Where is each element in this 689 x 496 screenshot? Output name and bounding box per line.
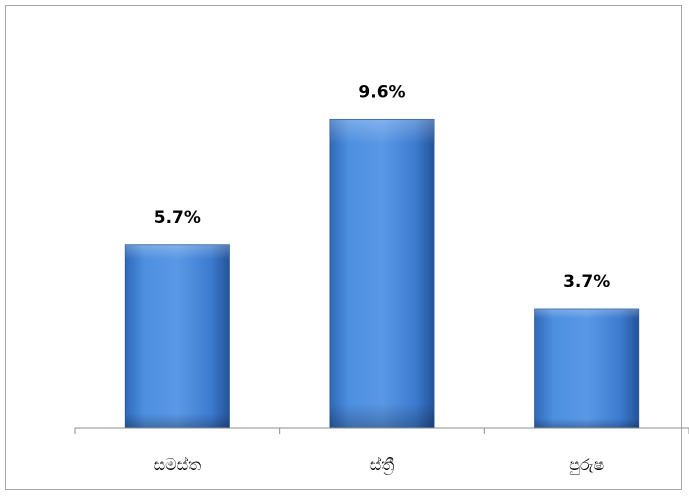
category-label-1: සමස්ත: [154, 455, 202, 474]
data-label-1: 5.7%: [154, 208, 201, 228]
bar-1: [124, 244, 230, 429]
bar-shade: [330, 119, 434, 428]
category-label-2: ස්ත්‍රී: [370, 455, 395, 475]
bar-3: [534, 308, 640, 429]
data-label-2: 9.6%: [358, 82, 405, 102]
bar-shade: [534, 309, 639, 428]
bar-shade: [125, 244, 230, 428]
data-label-3: 3.7%: [563, 272, 610, 292]
bar-2: [329, 118, 435, 429]
category-label-3: පුරුෂ: [569, 455, 604, 475]
